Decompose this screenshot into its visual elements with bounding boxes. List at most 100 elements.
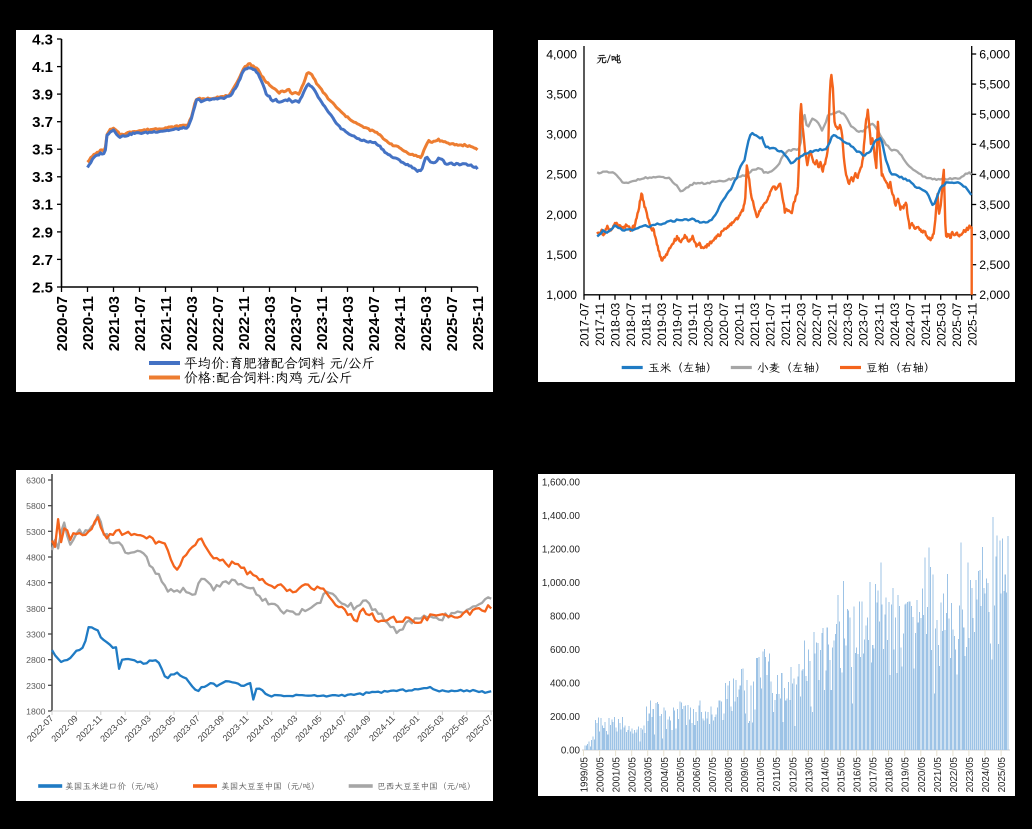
svg-text:4800: 4800 bbox=[26, 553, 45, 563]
svg-text:6300: 6300 bbox=[26, 476, 45, 486]
svg-text:2021-07: 2021-07 bbox=[132, 296, 149, 351]
svg-text:2020/05: 2020/05 bbox=[917, 756, 928, 792]
svg-text:2023-11: 2023-11 bbox=[314, 296, 331, 350]
svg-text:2021-07: 2021-07 bbox=[764, 302, 778, 346]
svg-text:1800: 1800 bbox=[26, 707, 45, 717]
svg-text:1,500: 1,500 bbox=[546, 248, 577, 262]
svg-text:2009/05: 2009/05 bbox=[740, 756, 751, 792]
svg-text:2017-11: 2017-11 bbox=[593, 302, 607, 345]
svg-text:1999/05: 1999/05 bbox=[580, 756, 591, 792]
svg-text:4,000: 4,000 bbox=[546, 47, 577, 61]
svg-text:2025-03: 2025-03 bbox=[934, 302, 948, 346]
svg-text:2013/05: 2013/05 bbox=[804, 756, 815, 792]
svg-text:2022-11: 2022-11 bbox=[236, 296, 253, 350]
svg-text:2024-03: 2024-03 bbox=[888, 302, 902, 346]
svg-text:2020-07: 2020-07 bbox=[54, 296, 71, 351]
svg-text:5,000: 5,000 bbox=[979, 108, 1010, 122]
svg-text:2012/05: 2012/05 bbox=[788, 756, 799, 792]
svg-text:1,000.00: 1,000.00 bbox=[542, 578, 581, 589]
svg-text:2.5: 2.5 bbox=[32, 279, 53, 296]
svg-text:2025/05: 2025/05 bbox=[997, 756, 1008, 792]
svg-text:2004/05: 2004/05 bbox=[660, 756, 671, 792]
svg-text:1,400.00: 1,400.00 bbox=[542, 511, 581, 522]
svg-text:2000/05: 2000/05 bbox=[596, 756, 607, 792]
svg-text:4.1: 4.1 bbox=[32, 59, 53, 76]
svg-text:2006/05: 2006/05 bbox=[692, 756, 703, 792]
svg-text:3.3: 3.3 bbox=[32, 169, 53, 186]
svg-text:2018-07: 2018-07 bbox=[624, 302, 638, 346]
svg-text:3300: 3300 bbox=[26, 630, 45, 640]
svg-text:2018-03: 2018-03 bbox=[609, 302, 623, 346]
svg-text:2018-11: 2018-11 bbox=[640, 302, 654, 345]
svg-text:2022-07: 2022-07 bbox=[810, 302, 824, 346]
svg-text:2022-07: 2022-07 bbox=[210, 296, 227, 351]
svg-text:400.00: 400.00 bbox=[550, 679, 581, 690]
svg-text:2.7: 2.7 bbox=[32, 252, 53, 269]
svg-text:2020-11: 2020-11 bbox=[733, 302, 747, 345]
svg-text:4300: 4300 bbox=[26, 578, 45, 588]
svg-text:4.3: 4.3 bbox=[32, 31, 53, 48]
svg-text:1,600.00: 1,600.00 bbox=[542, 478, 581, 489]
svg-text:2001/05: 2001/05 bbox=[612, 756, 623, 792]
svg-text:5300: 5300 bbox=[26, 527, 45, 537]
svg-text:4,000: 4,000 bbox=[979, 168, 1010, 182]
svg-text:2007/05: 2007/05 bbox=[708, 756, 719, 792]
svg-text:600.00: 600.00 bbox=[550, 645, 581, 656]
svg-text:2021-03: 2021-03 bbox=[106, 296, 123, 351]
svg-text:3,000: 3,000 bbox=[546, 128, 577, 142]
svg-text:3800: 3800 bbox=[26, 604, 45, 614]
svg-text:2023/05: 2023/05 bbox=[965, 756, 976, 792]
svg-text:2020-03: 2020-03 bbox=[702, 302, 716, 346]
svg-text:2023-11: 2023-11 bbox=[872, 302, 886, 345]
svg-text:2022/05: 2022/05 bbox=[949, 756, 960, 792]
svg-text:2025-11: 2025-11 bbox=[965, 302, 979, 345]
svg-text:2016/05: 2016/05 bbox=[853, 756, 864, 792]
svg-text:2019-11: 2019-11 bbox=[686, 302, 700, 345]
svg-text:2300: 2300 bbox=[26, 681, 45, 691]
svg-text:2,000: 2,000 bbox=[546, 208, 577, 222]
svg-text:3,000: 3,000 bbox=[979, 228, 1010, 242]
svg-text:2005/05: 2005/05 bbox=[676, 756, 687, 792]
svg-text:3.5: 3.5 bbox=[32, 142, 53, 159]
svg-text:2023-07: 2023-07 bbox=[288, 296, 305, 351]
svg-text:2003/05: 2003/05 bbox=[644, 756, 655, 792]
svg-text:3.9: 3.9 bbox=[32, 87, 53, 104]
svg-text:4,500: 4,500 bbox=[979, 138, 1010, 152]
svg-text:200.00: 200.00 bbox=[550, 712, 581, 723]
svg-text:5,500: 5,500 bbox=[979, 77, 1010, 91]
svg-text:2024-07: 2024-07 bbox=[903, 302, 917, 346]
svg-text:2022-11: 2022-11 bbox=[826, 302, 840, 345]
svg-text:2020-11: 2020-11 bbox=[80, 296, 97, 350]
svg-text:2,000: 2,000 bbox=[979, 288, 1010, 302]
svg-text:2024-07: 2024-07 bbox=[366, 296, 383, 351]
svg-text:2800: 2800 bbox=[26, 655, 45, 665]
svg-text:2019/05: 2019/05 bbox=[901, 756, 912, 792]
svg-text:3.7: 3.7 bbox=[32, 114, 53, 131]
svg-text:2017/05: 2017/05 bbox=[869, 756, 880, 792]
svg-text:1,200.00: 1,200.00 bbox=[542, 545, 581, 556]
svg-text:2025-11: 2025-11 bbox=[470, 296, 487, 350]
svg-text:2011/05: 2011/05 bbox=[772, 756, 783, 791]
svg-text:2023-03: 2023-03 bbox=[841, 302, 855, 346]
svg-text:2.9: 2.9 bbox=[32, 224, 53, 241]
svg-text:2024-11: 2024-11 bbox=[919, 302, 933, 345]
svg-text:2024-11: 2024-11 bbox=[392, 296, 409, 350]
svg-text:2019-07: 2019-07 bbox=[671, 302, 685, 346]
svg-text:2024/05: 2024/05 bbox=[981, 756, 992, 792]
svg-text:6,000: 6,000 bbox=[979, 47, 1010, 61]
svg-text:2024-03: 2024-03 bbox=[340, 296, 357, 351]
svg-text:2025-03: 2025-03 bbox=[418, 296, 435, 351]
svg-text:2017-07: 2017-07 bbox=[578, 302, 592, 346]
svg-text:5800: 5800 bbox=[26, 501, 45, 511]
svg-text:2014/05: 2014/05 bbox=[820, 756, 831, 792]
svg-text:2002/05: 2002/05 bbox=[628, 756, 639, 792]
svg-text:800.00: 800.00 bbox=[550, 612, 581, 623]
svg-text:0.00: 0.00 bbox=[561, 746, 581, 757]
svg-text:2,500: 2,500 bbox=[979, 258, 1010, 272]
svg-text:3,500: 3,500 bbox=[979, 198, 1010, 212]
svg-text:2022-03: 2022-03 bbox=[795, 302, 809, 346]
svg-text:2008/05: 2008/05 bbox=[724, 756, 735, 792]
svg-text:2021-11: 2021-11 bbox=[779, 302, 793, 345]
svg-text:2023-03: 2023-03 bbox=[262, 296, 279, 351]
svg-text:2019-03: 2019-03 bbox=[655, 302, 669, 346]
